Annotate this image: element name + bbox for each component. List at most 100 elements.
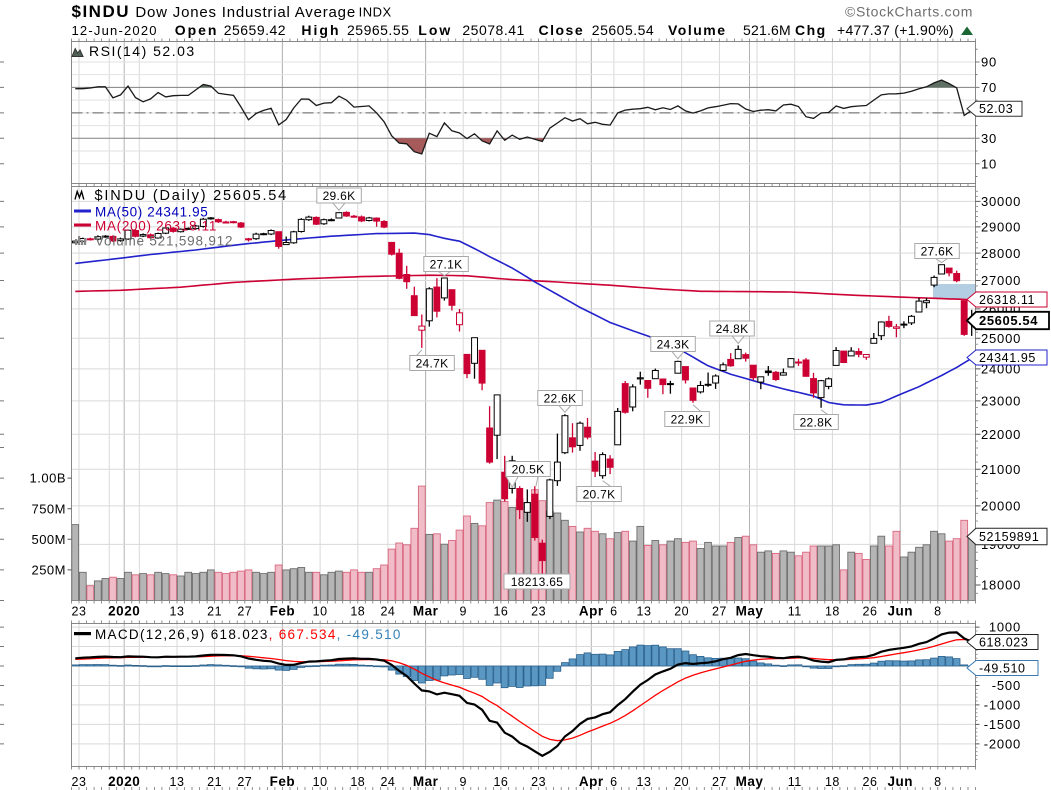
- svg-text:27: 27: [237, 775, 252, 789]
- svg-text:-1000: -1000: [984, 698, 1021, 713]
- svg-text:10: 10: [981, 156, 997, 171]
- svg-text:RSI(14) 52.03: RSI(14) 52.03: [89, 43, 196, 59]
- svg-text:27.6K: 27.6K: [921, 244, 954, 258]
- svg-text:20000: 20000: [981, 498, 1021, 513]
- svg-text:20: 20: [674, 775, 689, 789]
- svg-text:Low: Low: [418, 22, 452, 38]
- svg-text:High: High: [301, 22, 340, 38]
- svg-text:25000: 25000: [981, 331, 1021, 346]
- svg-text:11: 11: [788, 605, 802, 619]
- svg-text:16: 16: [493, 775, 508, 789]
- svg-text:27.1K: 27.1K: [430, 257, 463, 271]
- svg-text:18: 18: [350, 605, 365, 619]
- svg-text:24341.95: 24341.95: [979, 351, 1036, 365]
- svg-text:2020: 2020: [108, 604, 140, 619]
- svg-text:29.6K: 29.6K: [323, 189, 356, 203]
- svg-text:20: 20: [674, 605, 689, 619]
- svg-text:$INDU (Daily) 25605.54: $INDU (Daily) 25605.54: [95, 188, 289, 204]
- svg-text:22.6K: 22.6K: [544, 391, 577, 405]
- svg-text:25605.54: 25605.54: [592, 22, 654, 38]
- svg-text:25078.41: 25078.41: [462, 22, 524, 38]
- svg-text:May: May: [736, 604, 764, 619]
- svg-text:21: 21: [207, 775, 222, 789]
- svg-text:-49.510: -49.510: [979, 661, 1026, 675]
- svg-text:18213.65: 18213.65: [511, 575, 563, 589]
- svg-text:1000: 1000: [989, 620, 1021, 635]
- svg-text:Feb: Feb: [270, 604, 296, 619]
- svg-text:24: 24: [380, 775, 395, 789]
- svg-text:70: 70: [981, 80, 997, 95]
- svg-text:25965.55: 25965.55: [347, 22, 409, 38]
- svg-text:Jun: Jun: [887, 604, 913, 619]
- svg-text:10: 10: [313, 775, 328, 789]
- svg-text:6: 6: [610, 605, 617, 619]
- svg-text:+477.37 (+1.90%): +477.37 (+1.90%): [837, 22, 954, 38]
- svg-text:16: 16: [493, 605, 508, 619]
- svg-text:30000: 30000: [981, 194, 1021, 209]
- svg-text:26: 26: [863, 775, 878, 789]
- svg-text:21000: 21000: [981, 462, 1021, 477]
- svg-text:8: 8: [934, 605, 941, 619]
- svg-text:24.8K: 24.8K: [716, 322, 749, 336]
- svg-text:Open: Open: [175, 22, 219, 38]
- svg-text:Apr: Apr: [579, 774, 604, 789]
- svg-text:10: 10: [313, 605, 328, 619]
- svg-text:27: 27: [712, 605, 727, 619]
- svg-text:22000: 22000: [981, 427, 1021, 442]
- svg-text:Volume 521,598,912: Volume 521,598,912: [95, 234, 233, 249]
- svg-text:13: 13: [170, 775, 185, 789]
- svg-text:26318.11: 26318.11: [979, 293, 1035, 307]
- svg-text:MA(50) 24341.95: MA(50) 24341.95: [95, 205, 208, 220]
- svg-text:618.023: 618.023: [979, 635, 1028, 649]
- svg-text:$INDU: $INDU: [72, 2, 131, 21]
- svg-text:8: 8: [934, 775, 941, 789]
- svg-text:25605.54: 25605.54: [979, 313, 1038, 328]
- svg-text:24.3K: 24.3K: [657, 337, 690, 351]
- svg-text:23: 23: [72, 775, 87, 789]
- svg-text:30: 30: [981, 131, 997, 146]
- svg-text:18: 18: [825, 605, 840, 619]
- svg-text:250M: 250M: [31, 563, 66, 578]
- svg-text:22.8K: 22.8K: [800, 415, 833, 429]
- svg-text:6: 6: [610, 775, 617, 789]
- svg-text:13: 13: [170, 605, 185, 619]
- svg-text:24: 24: [380, 605, 395, 619]
- svg-text:521.6M: 521.6M: [743, 22, 791, 38]
- svg-text:-500: -500: [992, 678, 1021, 693]
- svg-text:29000: 29000: [981, 219, 1021, 234]
- svg-text:-2000: -2000: [984, 736, 1021, 751]
- svg-text:24.7K: 24.7K: [416, 356, 449, 370]
- svg-text:18: 18: [825, 775, 840, 789]
- svg-text:23: 23: [531, 775, 546, 789]
- svg-text:Mar: Mar: [413, 774, 439, 789]
- svg-text:27: 27: [712, 775, 727, 789]
- svg-text:11: 11: [788, 775, 802, 789]
- svg-text:22.9K: 22.9K: [671, 412, 704, 426]
- svg-text:52159891: 52159891: [979, 530, 1039, 544]
- svg-text:21: 21: [207, 605, 222, 619]
- svg-text:Apr: Apr: [579, 604, 604, 619]
- svg-text:500M: 500M: [31, 532, 66, 547]
- svg-text:90: 90: [981, 55, 997, 70]
- svg-text:Dow Jones Industrial Average: Dow Jones Industrial Average: [135, 4, 356, 21]
- svg-text:Close: Close: [539, 22, 585, 38]
- svg-text:Volume: Volume: [668, 22, 727, 38]
- svg-text:13: 13: [637, 775, 652, 789]
- svg-text:20.7K: 20.7K: [583, 487, 616, 501]
- svg-text:©StockCharts.com: ©StockCharts.com: [845, 4, 973, 20]
- svg-text:INDX: INDX: [359, 5, 392, 20]
- svg-text:18000: 18000: [981, 578, 1021, 593]
- svg-text:750M: 750M: [31, 501, 66, 516]
- svg-text:27: 27: [237, 605, 252, 619]
- svg-text:28000: 28000: [981, 246, 1021, 261]
- svg-text:Chg: Chg: [795, 22, 827, 38]
- svg-text:13: 13: [637, 605, 652, 619]
- svg-text:-1500: -1500: [984, 717, 1021, 732]
- svg-text:1.00B: 1.00B: [30, 471, 66, 486]
- svg-text:MACD(12,26,9) 618.023, 667.534: MACD(12,26,9) 618.023, 667.534, -49.510: [95, 627, 402, 642]
- svg-text:25659.42: 25659.42: [224, 22, 286, 38]
- svg-text:Jun: Jun: [887, 774, 913, 789]
- svg-text:52.03: 52.03: [979, 102, 1013, 116]
- svg-text:23000: 23000: [981, 393, 1021, 408]
- svg-text:20.5K: 20.5K: [512, 462, 545, 476]
